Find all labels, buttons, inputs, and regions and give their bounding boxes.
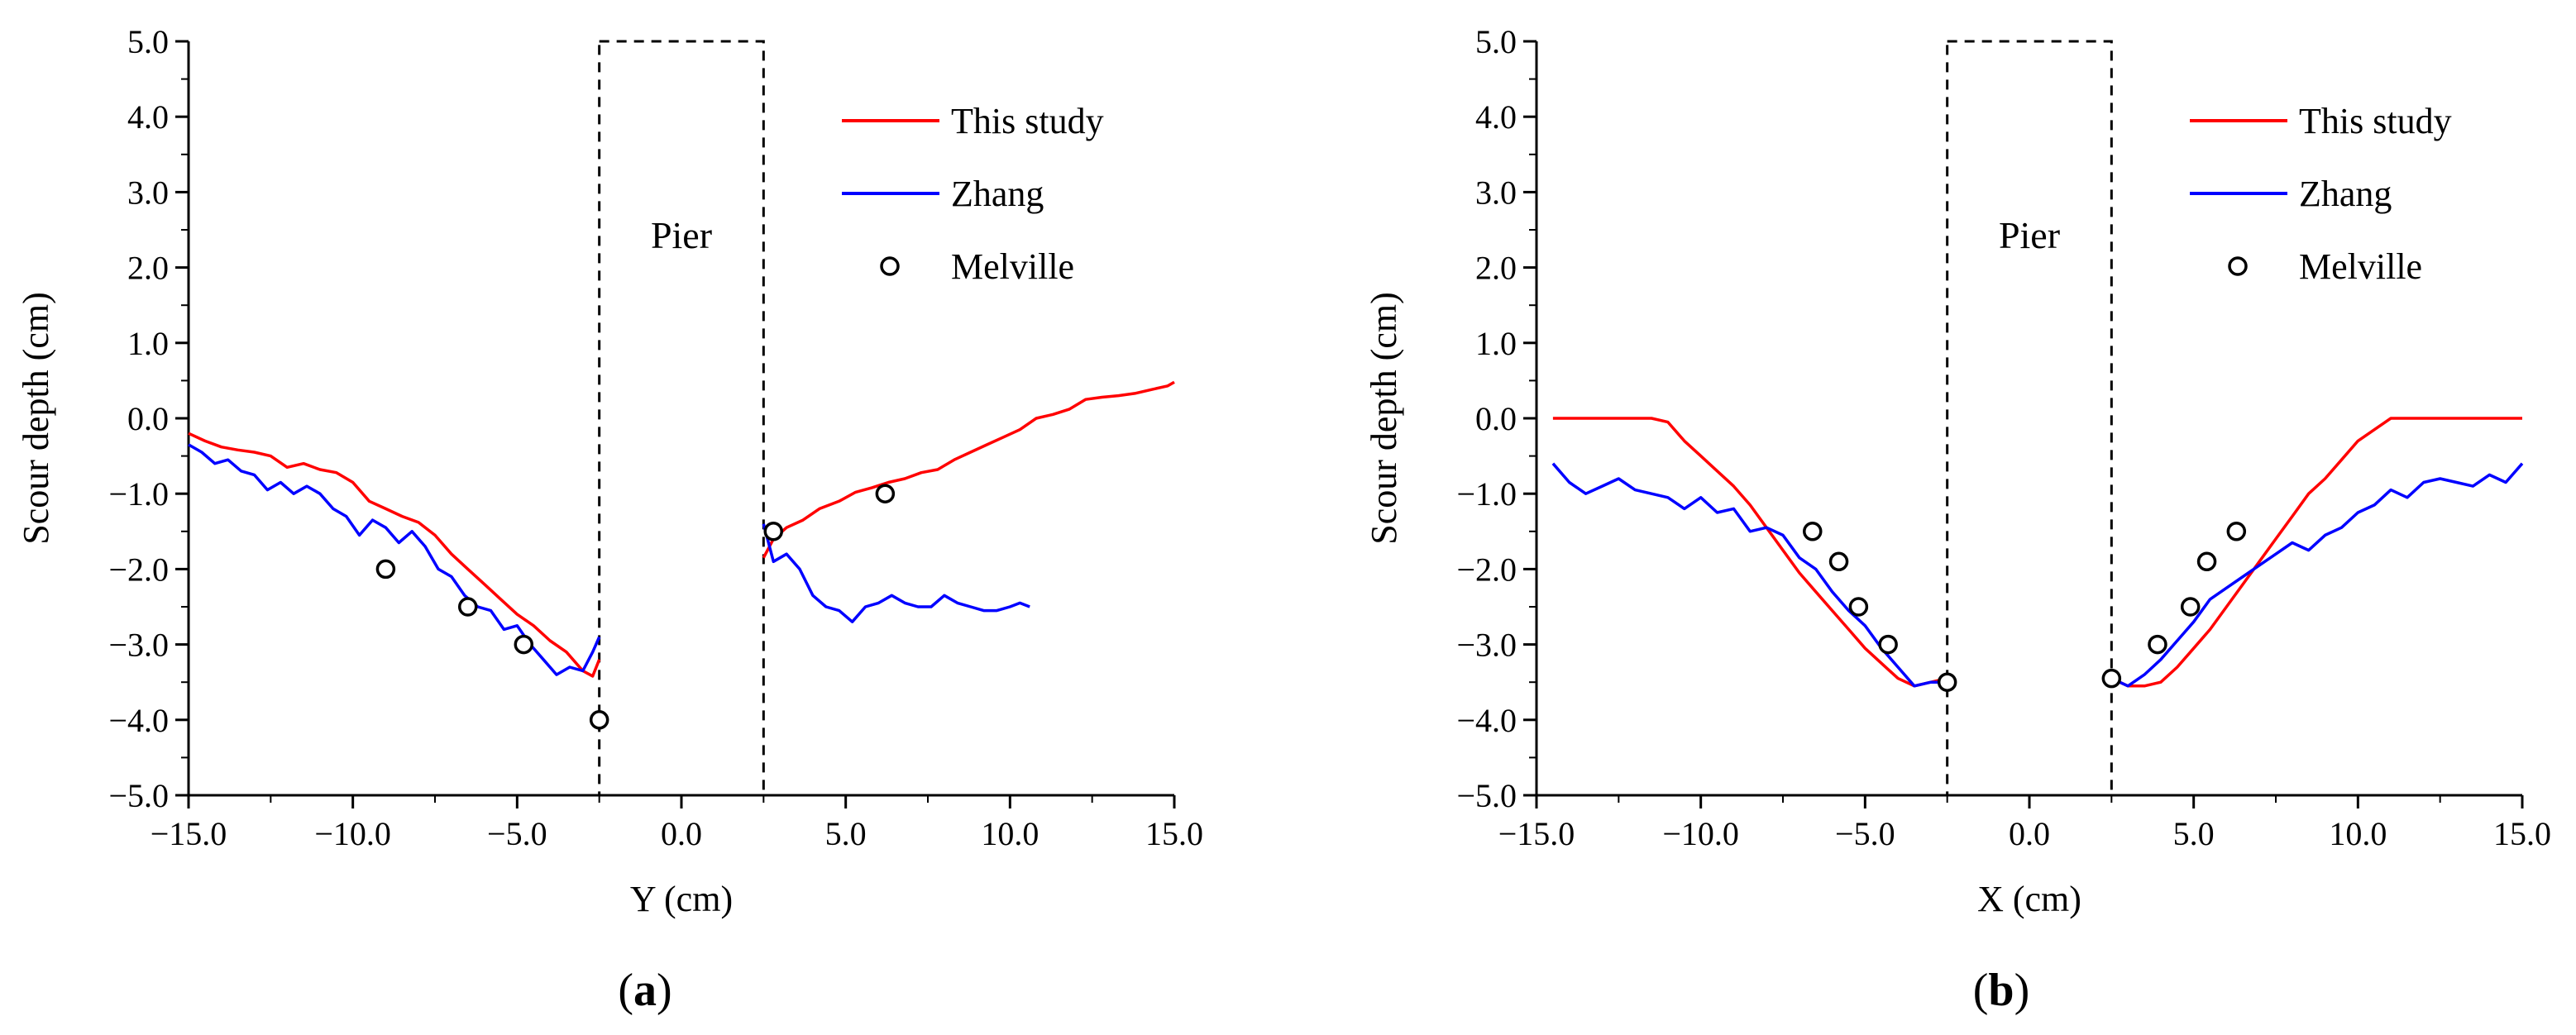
legend-item-melville: Melville bbox=[880, 246, 1074, 287]
melville-point bbox=[875, 484, 896, 503]
melville-point bbox=[1878, 634, 1898, 655]
legend-label: Melville bbox=[2299, 246, 2422, 287]
y-tick-label: 3.0 bbox=[127, 174, 169, 211]
x-tick-label: 15.0 bbox=[2493, 815, 2551, 852]
melville-point bbox=[589, 710, 609, 730]
y-tick-label: −2.0 bbox=[108, 551, 169, 588]
x-tick-label: −10.0 bbox=[314, 815, 391, 852]
x-tick-label: −10.0 bbox=[1662, 815, 1739, 852]
pier-label: Pier bbox=[1999, 214, 2060, 256]
y-tick-label: −5.0 bbox=[108, 777, 169, 814]
pier-outline bbox=[598, 40, 765, 797]
y-tick-label: −1.0 bbox=[1456, 475, 1517, 513]
y-tick-label: −5.0 bbox=[1456, 777, 1517, 814]
melville-point bbox=[2101, 668, 2122, 689]
series-line-this-study-2 bbox=[762, 380, 1175, 559]
series-line-this-study-2 bbox=[2110, 417, 2522, 688]
legend-label: Zhang bbox=[951, 174, 1044, 214]
y-tick-label: −1.0 bbox=[108, 475, 169, 513]
legend-marker bbox=[880, 256, 900, 276]
series-line-this-study-1 bbox=[188, 432, 601, 678]
y-tick-label: 4.0 bbox=[1475, 98, 1517, 136]
y-axis-title: Scour depth (cm) bbox=[16, 292, 56, 544]
melville-point bbox=[1828, 551, 1849, 572]
y-tick-label: 0.0 bbox=[1475, 400, 1517, 437]
melville-point bbox=[2196, 551, 2217, 572]
melville-point bbox=[514, 634, 534, 655]
x-axis-title: X (cm) bbox=[1977, 879, 2081, 919]
legend-label: Zhang bbox=[2299, 174, 2392, 214]
melville-point bbox=[457, 597, 478, 617]
x-tick-label: 5.0 bbox=[2173, 815, 2215, 852]
melville-point bbox=[2180, 597, 2201, 617]
legend-label: This study bbox=[2299, 101, 2452, 141]
y-tick-label: 5.0 bbox=[1475, 23, 1517, 60]
x-axis-title: Y (cm) bbox=[630, 879, 733, 919]
x-tick-label: −15.0 bbox=[151, 815, 227, 852]
melville-point bbox=[1848, 597, 1869, 617]
y-tick-label: −4.0 bbox=[1456, 702, 1517, 739]
melville-point bbox=[763, 522, 784, 541]
legend-item-zhang: Zhang bbox=[842, 174, 1044, 214]
y-tick-label: 3.0 bbox=[1475, 174, 1517, 211]
legend-label: This study bbox=[951, 101, 1104, 141]
melville-point bbox=[1803, 522, 1823, 541]
x-tick-label: 10.0 bbox=[981, 815, 1039, 852]
melville-point bbox=[375, 559, 396, 580]
legend-label: Melville bbox=[951, 246, 1074, 287]
x-tick-label: −5.0 bbox=[1835, 815, 1895, 852]
melville-point bbox=[2148, 634, 2167, 655]
series-line-zhang-2 bbox=[762, 523, 1030, 623]
y-tick-label: −3.0 bbox=[108, 627, 169, 664]
pier-outline bbox=[1946, 40, 2113, 797]
x-tick-label: −5.0 bbox=[487, 815, 547, 852]
legend-item-this-study: This study bbox=[842, 101, 1104, 141]
melville-point bbox=[2226, 522, 2247, 541]
x-tick-label: 10.0 bbox=[2329, 815, 2387, 852]
x-tick-label: 15.0 bbox=[1145, 815, 1203, 852]
x-tick-label: 5.0 bbox=[825, 815, 867, 852]
series-line-zhang-2 bbox=[2110, 462, 2524, 688]
y-tick-label: −4.0 bbox=[108, 702, 169, 739]
panel-label: (b) bbox=[1973, 965, 2029, 1016]
legend-item-this-study: This study bbox=[2190, 101, 2452, 141]
melville-point bbox=[1937, 672, 1957, 692]
y-tick-label: 2.0 bbox=[127, 250, 169, 287]
y-axis-title: Scour depth (cm) bbox=[1364, 292, 1404, 544]
y-tick-label: 5.0 bbox=[127, 23, 169, 60]
x-tick-label: −15.0 bbox=[1498, 815, 1575, 852]
series-line-zhang-1 bbox=[188, 443, 601, 676]
y-tick-label: 2.0 bbox=[1475, 250, 1517, 287]
pier-label: Pier bbox=[651, 214, 712, 256]
legend-item-melville: Melville bbox=[2228, 246, 2422, 287]
x-tick-label: 0.0 bbox=[2009, 815, 2050, 852]
y-tick-label: 0.0 bbox=[127, 400, 169, 437]
chart-panel-a: −5.0 −4.0 −3.0 −2.0 −1.0 0.0 1.0 2.0 3.0 4.0 5.0 −1… bbox=[16, 23, 1203, 1016]
chart-panel-b: −5.0 −4.0 −3.0 −2.0 −1.0 0.0 1.0 2.0 3.0 4.0 5.0 −1… bbox=[1364, 23, 2551, 1016]
y-tick-label: 4.0 bbox=[127, 98, 169, 136]
legend-item-zhang: Zhang bbox=[2190, 174, 2392, 214]
y-tick-label: 1.0 bbox=[1475, 325, 1517, 362]
panel-label: (a) bbox=[618, 965, 671, 1016]
x-tick-label: 0.0 bbox=[661, 815, 702, 852]
y-tick-label: −2.0 bbox=[1456, 551, 1517, 588]
legend-marker bbox=[2228, 256, 2248, 276]
y-tick-label: 1.0 bbox=[127, 325, 169, 362]
y-tick-label: −3.0 bbox=[1456, 627, 1517, 664]
